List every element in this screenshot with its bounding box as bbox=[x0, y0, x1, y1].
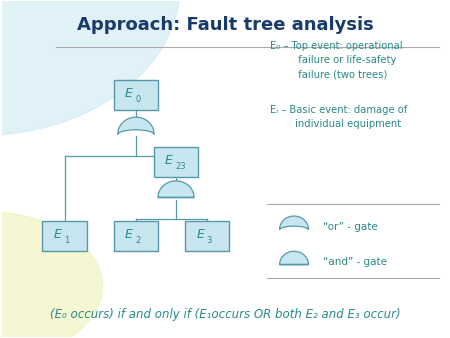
Text: E: E bbox=[165, 154, 173, 167]
FancyBboxPatch shape bbox=[154, 147, 198, 177]
Text: “and” - gate: “and” - gate bbox=[323, 257, 387, 267]
Text: E₀ – Top event: operational
         failure or life-safety
         failure (tw: E₀ – Top event: operational failure or l… bbox=[270, 41, 402, 79]
Text: E: E bbox=[54, 228, 62, 241]
Circle shape bbox=[0, 0, 180, 136]
FancyBboxPatch shape bbox=[42, 221, 87, 251]
Text: (E₀ occurs) if and only if (E₁occurs OR both E₂ and E₃ occur): (E₀ occurs) if and only if (E₁occurs OR … bbox=[50, 308, 400, 321]
Text: Approach: Fault tree analysis: Approach: Fault tree analysis bbox=[76, 16, 373, 34]
FancyBboxPatch shape bbox=[114, 221, 158, 251]
Text: E: E bbox=[125, 87, 133, 100]
FancyBboxPatch shape bbox=[185, 221, 230, 251]
Ellipse shape bbox=[0, 211, 103, 338]
Polygon shape bbox=[158, 181, 194, 197]
Text: 1: 1 bbox=[64, 236, 69, 245]
Text: “or” - gate: “or” - gate bbox=[323, 222, 378, 232]
Text: Eᵢ – Basic event: damage of
        individual equipment: Eᵢ – Basic event: damage of individual e… bbox=[270, 105, 407, 129]
Polygon shape bbox=[118, 117, 154, 135]
Text: 0: 0 bbox=[135, 95, 140, 104]
Text: E: E bbox=[125, 228, 133, 241]
Polygon shape bbox=[279, 251, 308, 265]
Text: E: E bbox=[196, 228, 204, 241]
Text: 3: 3 bbox=[206, 236, 211, 245]
Text: 2: 2 bbox=[135, 236, 140, 245]
Text: 23: 23 bbox=[175, 162, 186, 171]
Polygon shape bbox=[279, 216, 308, 230]
FancyBboxPatch shape bbox=[114, 80, 158, 110]
